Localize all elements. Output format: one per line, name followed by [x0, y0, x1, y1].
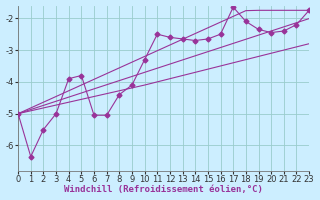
X-axis label: Windchill (Refroidissement éolien,°C): Windchill (Refroidissement éolien,°C) — [64, 185, 263, 194]
